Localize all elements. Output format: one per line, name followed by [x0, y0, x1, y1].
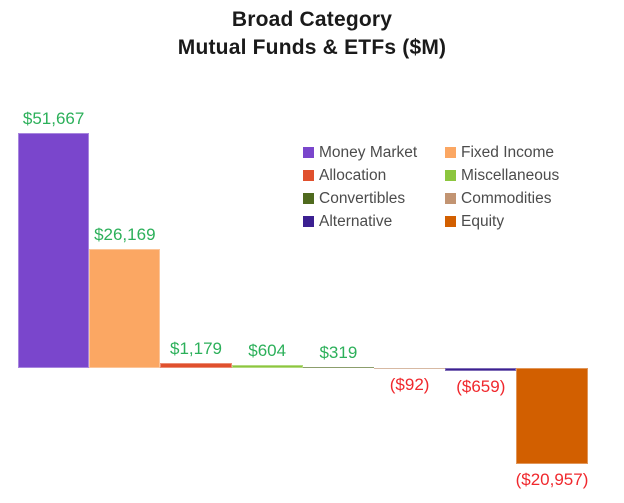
bar-value-label-allocation: $1,179 — [170, 338, 222, 358]
legend-swatch-allocation — [303, 170, 314, 181]
legend-item-alternative: Alternative — [303, 210, 445, 233]
legend-swatch-commodities — [445, 193, 456, 204]
legend-swatch-fixed-income — [445, 147, 456, 158]
legend-item-allocation: Allocation — [303, 164, 445, 187]
bar-alternative — [445, 368, 517, 371]
legend-item-equity: Equity — [445, 210, 559, 233]
bar-equity — [516, 368, 588, 464]
bar-value-label-commodities: ($92) — [389, 374, 430, 394]
bar-value-label-money-market: $51,667 — [22, 108, 85, 128]
legend-swatch-alternative — [303, 216, 314, 227]
legend-label: Money Market — [319, 143, 418, 161]
chart-title-line1: Broad Category — [231, 8, 393, 31]
bar-value-label-alternative: ($659) — [456, 377, 506, 396]
legend-label: Miscellaneous — [461, 166, 560, 184]
legend-label: Commodities — [461, 189, 552, 207]
legend-label: Allocation — [319, 166, 387, 184]
bar-convertibles — [302, 366, 374, 368]
legend: Money Market Fixed Income Allocation Miscel… — [303, 141, 559, 233]
legend-item-fixed-income: Fixed Income — [445, 141, 559, 164]
bar-allocation — [160, 362, 232, 368]
bar-value-label-miscellaneous: $604 — [248, 341, 287, 361]
bar-value-label-equity: ($20,957) — [515, 469, 589, 489]
bar-value-label-fixed-income: $26,169 — [94, 224, 156, 244]
bar-commodities — [374, 368, 446, 369]
legend-swatch-miscellaneous — [445, 170, 456, 181]
legend-item-commodities: Commodities — [445, 187, 559, 210]
bar-value-label-convertibles: $319 — [319, 342, 358, 362]
legend-label: Alternative — [319, 212, 393, 230]
legend-label: Fixed Income — [461, 143, 555, 161]
legend-item-convertibles: Convertibles — [303, 187, 445, 210]
bar-fixed-income — [89, 248, 161, 368]
chart-title-line2: Mutual Funds & ETFs ($M) — [177, 36, 447, 59]
legend-item-miscellaneous: Miscellaneous — [445, 164, 559, 187]
legend-swatch-equity — [445, 216, 456, 227]
legend-swatch-money-market — [303, 147, 314, 158]
legend-label: Equity — [461, 212, 505, 230]
legend-item-money-market: Money Market — [303, 141, 445, 164]
legend-label: Convertibles — [319, 189, 406, 207]
bar-money-market — [18, 132, 90, 368]
bar-miscellaneous — [231, 365, 303, 368]
legend-swatch-convertibles — [303, 193, 314, 204]
chart-title: Broad Category Mutual Funds & ETFs ($M) — [0, 6, 624, 62]
